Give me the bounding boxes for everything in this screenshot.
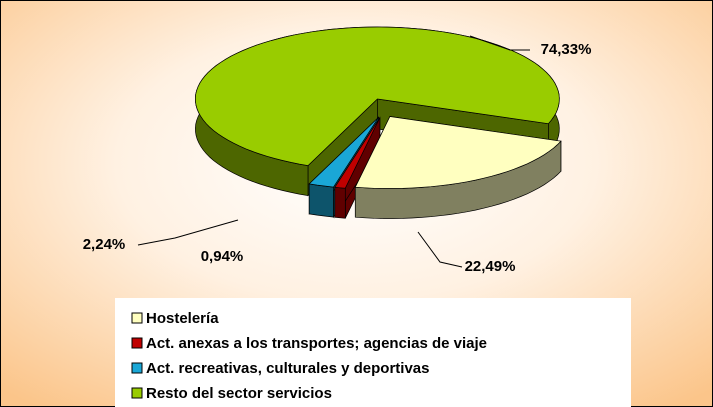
pie-slice xyxy=(354,116,562,219)
data-label: 74,33% xyxy=(541,41,592,58)
legend-label: Act. anexas a los transportes; agencias … xyxy=(146,335,487,352)
leader-line xyxy=(137,219,239,246)
pie-slice xyxy=(334,116,381,219)
slice-side xyxy=(308,183,334,218)
leader-line xyxy=(417,231,463,268)
legend-label: Hostelería xyxy=(146,310,219,327)
leader-line xyxy=(469,35,530,51)
slice-top xyxy=(308,117,379,188)
slice-top xyxy=(195,26,560,166)
data-label: 22,49% xyxy=(465,258,516,275)
legend-swatch xyxy=(131,312,143,324)
slice-top xyxy=(334,117,381,189)
legend-box xyxy=(115,298,631,407)
legend-swatch xyxy=(131,337,143,349)
legend-swatch xyxy=(131,387,143,399)
slice-top xyxy=(354,116,562,189)
data-label: 0,94% xyxy=(201,248,244,265)
legend-label: Resto del sector servicios xyxy=(146,385,332,402)
legend-swatch xyxy=(131,362,143,374)
data-label: 2,24% xyxy=(83,236,126,253)
legend-label: Act. recreativas, culturales y deportiva… xyxy=(146,360,429,377)
slice-side xyxy=(334,186,346,219)
